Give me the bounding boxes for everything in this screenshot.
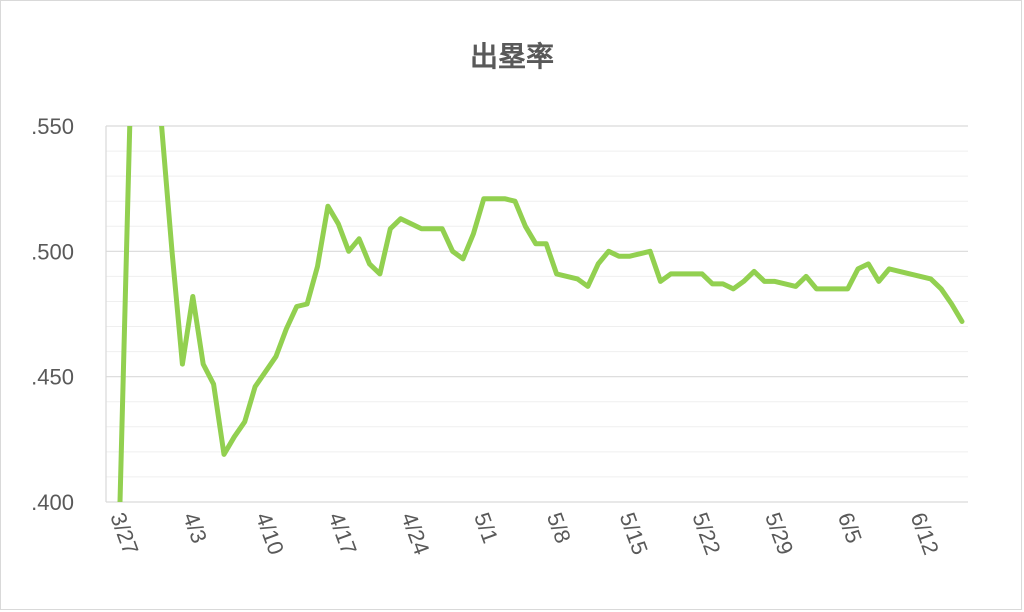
y-tick-label: .550 xyxy=(31,114,74,139)
x-tick-label: 5/15 xyxy=(615,509,653,558)
x-tick-label: 5/8 xyxy=(542,509,576,546)
x-tick-label: 6/12 xyxy=(906,509,944,558)
x-tick-label: 4/17 xyxy=(324,509,362,558)
x-tick-label: 3/27 xyxy=(105,509,143,558)
grid xyxy=(105,125,968,503)
y-tick-label: .400 xyxy=(31,490,74,515)
x-tick-label: 4/10 xyxy=(251,509,289,558)
y-tick-label: .450 xyxy=(31,365,74,390)
y-axis: .550 .500 .450 .400 xyxy=(31,114,74,515)
x-tick-label: 5/1 xyxy=(469,509,503,546)
x-tick-label: 4/3 xyxy=(178,509,212,546)
x-tick-label: 6/5 xyxy=(833,509,867,546)
x-tick-label: 5/22 xyxy=(687,509,725,558)
series-line xyxy=(117,126,965,502)
x-axis: 3/27 4/3 4/10 4/17 4/24 5/1 5/8 5/15 5/22 5/29 6/5… xyxy=(105,509,944,558)
chart-title: 出塁率 xyxy=(470,40,554,73)
x-tick-label: 4/24 xyxy=(396,509,434,558)
y-tick-label: .500 xyxy=(31,239,74,264)
series-layer xyxy=(117,126,965,502)
x-tick-label: 5/29 xyxy=(760,509,798,558)
